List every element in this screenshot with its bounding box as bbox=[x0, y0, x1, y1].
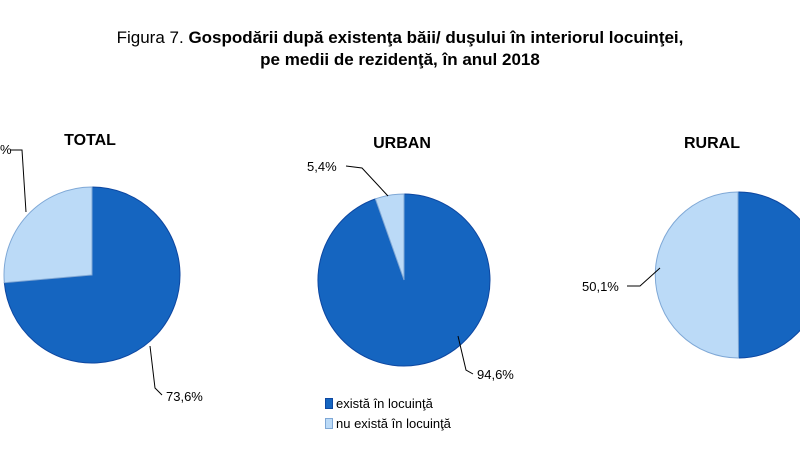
legend-label-exista: există în locuinţă bbox=[336, 395, 433, 411]
pie-urban-slice-nu-exista bbox=[374, 193, 405, 281]
leader-line-total-exista bbox=[149, 345, 163, 396]
value-label-total-nu: % bbox=[0, 142, 12, 157]
value-label-rural-nu: 50,1% bbox=[582, 279, 619, 294]
pie-title-urban: URBAN bbox=[373, 135, 431, 152]
value-label-total-exista: 73,6% bbox=[166, 389, 203, 404]
leader-line-rural-nu bbox=[627, 267, 661, 287]
chart-title: Figura 7. Gospodării după existenţa băii… bbox=[0, 27, 800, 71]
pie-title-total: TOTAL bbox=[64, 132, 116, 149]
legend-swatch-nu-exista bbox=[325, 417, 333, 429]
pie-rural-slice-nu-exista bbox=[654, 191, 740, 359]
legend: există în locuinţă nu există în locuinţă bbox=[325, 393, 451, 433]
leader-line-urban-exista bbox=[457, 335, 474, 375]
legend-swatch-exista bbox=[325, 397, 333, 409]
pie-rural-slice-exista bbox=[737, 191, 800, 359]
leader-line-total-nu bbox=[10, 149, 27, 213]
pie-total-slice-nu-exista bbox=[3, 186, 93, 284]
legend-item-exista: există în locuinţă bbox=[325, 393, 451, 413]
pie-title-rural: RURAL bbox=[684, 135, 740, 152]
legend-item-nu-exista: nu există în locuinţă bbox=[325, 413, 451, 433]
figure-title-line1: Gospodării după existenţa băii/ duşului … bbox=[188, 28, 684, 47]
legend-label-nu-exista: nu există în locuinţă bbox=[336, 415, 451, 431]
figure-number: Figura 7. bbox=[116, 28, 184, 47]
figure-title-line2: pe medii de rezidenţă, în anul 2018 bbox=[260, 50, 540, 69]
value-label-urban-exista: 94,6% bbox=[477, 367, 514, 382]
value-label-urban-nu: 5,4% bbox=[307, 159, 337, 174]
leader-line-urban-nu bbox=[345, 165, 389, 197]
